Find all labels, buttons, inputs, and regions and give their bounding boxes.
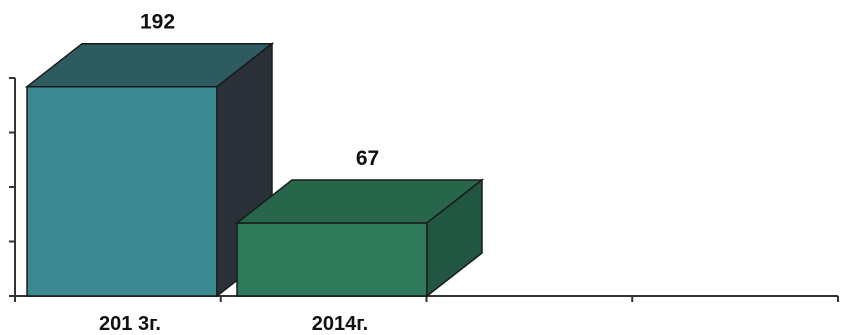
chart-labels: 192 201 3г. 67 2014г.	[99, 11, 379, 335]
x-tick-label: 201 3г.	[99, 313, 161, 335]
data-label: 192	[140, 11, 175, 34]
bar-front	[236, 222, 428, 297]
bar-side	[426, 178, 483, 298]
bar-front	[26, 85, 218, 297]
x-tick-label: 2014г.	[312, 313, 368, 335]
chart-bars	[24, 42, 485, 298]
data-label: 67	[356, 147, 379, 170]
